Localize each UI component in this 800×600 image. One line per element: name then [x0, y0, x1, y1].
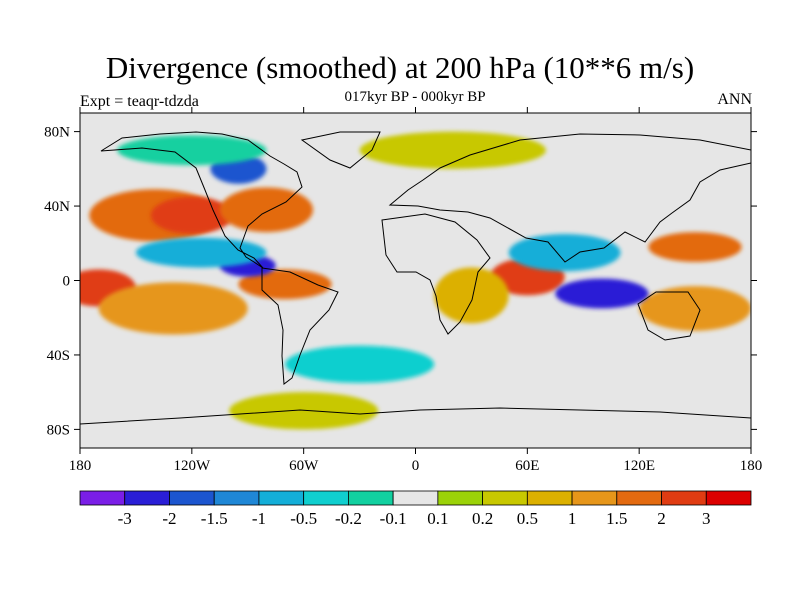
coastline-south-america — [261, 267, 339, 385]
colorbar-swatch-10 — [526, 490, 573, 506]
colorbar-swatch-14 — [705, 490, 752, 506]
colorbar-swatch-1 — [124, 490, 170, 506]
colorbar-swatch-6 — [347, 490, 394, 506]
y-tick-label-0: 80N — [44, 125, 70, 141]
chart-title: Divergence (smoothed) at 200 hPa (10**6 … — [105, 50, 695, 85]
x-tick-label-0: 180 — [69, 458, 92, 474]
x-tick-label-2: 60W — [289, 458, 319, 474]
coastline-greenland — [300, 131, 381, 169]
divergence-region-9 — [639, 286, 751, 331]
colorbar-swatch-8 — [437, 490, 484, 506]
colorbar-label-12: 2 — [657, 509, 666, 528]
y-tick-label-2: 0 — [63, 274, 71, 290]
coastline-antarctica — [80, 407, 751, 425]
divergence-region-8 — [648, 232, 742, 262]
axis-layer: 180 120W 60W 0 60E 120E 180 80N 40N 0 40S 80S — [44, 107, 762, 474]
colorbar-label-0: -3 — [118, 509, 132, 528]
experiment-label: Expt = teaqr-tdzda — [80, 93, 199, 110]
colorbar-label-3: -1 — [252, 509, 266, 528]
coastline-eurasia — [388, 133, 751, 263]
x-tick-label-3: 0 — [412, 458, 420, 474]
y-tick-label-4: 80S — [47, 422, 70, 438]
colorbar-label-9: 0.5 — [517, 509, 538, 528]
divergence-region-2 — [219, 187, 313, 233]
colorbar-swatch-12 — [616, 490, 662, 506]
y-tick-label-1: 40N — [44, 199, 70, 215]
plot-background — [80, 113, 751, 448]
coastline-africa — [381, 213, 491, 335]
y-tick-label-3: 40S — [47, 348, 70, 364]
divergence-region-18 — [229, 392, 379, 430]
divergence-region-11 — [555, 278, 649, 309]
colorbar-swatch-2 — [169, 490, 215, 506]
colorbar-label-1: -2 — [162, 509, 176, 528]
chart-subtitle: 017kyr BP - 000kyr BP — [344, 89, 486, 105]
colorbar-label-6: -0.1 — [380, 509, 407, 528]
x-tick-label-6: 180 — [740, 458, 763, 474]
divergence-region-1 — [150, 196, 233, 234]
colorbar-swatch-11 — [571, 490, 618, 506]
coastline-north-america — [100, 131, 303, 269]
colorbar-label-8: 0.2 — [472, 509, 493, 528]
x-tick-label-4: 60E — [515, 458, 539, 474]
colorbar-label-13: 3 — [702, 509, 711, 528]
colorbar-swatch-7 — [392, 490, 439, 506]
colorbar-label-7: 0.1 — [427, 509, 448, 528]
divergence-region-16 — [117, 135, 267, 166]
colorbar-swatch-3 — [213, 490, 260, 506]
x-tick-label-5: 120E — [623, 458, 655, 474]
divergence-region-7 — [434, 267, 509, 324]
colorbar-swatch-13 — [661, 490, 707, 506]
divergence-region-4 — [98, 282, 248, 335]
colorbar-label-11: 1.5 — [606, 509, 627, 528]
colorbar-label-5: -0.2 — [335, 509, 362, 528]
colorbar-swatch-4 — [258, 490, 305, 506]
contour-fill-layer — [80, 131, 751, 430]
colorbar-swatch-5 — [303, 490, 349, 506]
divergence-region-13 — [508, 233, 621, 272]
divergence-region-14 — [285, 345, 435, 383]
colorbar-label-4: -0.5 — [290, 509, 317, 528]
season-label: ANN — [717, 91, 752, 108]
colorbar-swatch-0 — [79, 490, 126, 506]
colorbar: -3 -2 -1.5 -1 -0.5 -0.2 -0.1 0.1 0.2 0.5 1 1.5 2 3 — [79, 490, 752, 528]
colorbar-swatch-9 — [482, 490, 528, 506]
x-tick-label-1: 120W — [173, 458, 211, 474]
divergence-region-12 — [135, 237, 267, 268]
colorbar-label-2: -1.5 — [201, 509, 228, 528]
colorbar-label-10: 1 — [568, 509, 577, 528]
divergence-region-17 — [359, 131, 546, 169]
coastline-layer — [80, 131, 751, 425]
coastline-australia — [637, 291, 701, 341]
